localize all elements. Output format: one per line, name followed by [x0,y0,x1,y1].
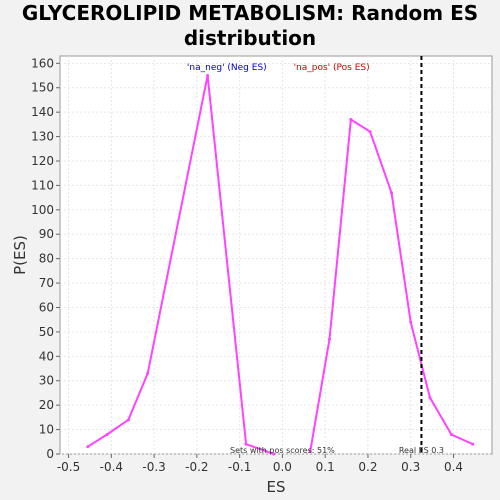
y-tick-label: 30 [39,374,54,388]
x-axis-label: ES [267,478,286,496]
y-tick-label: 40 [39,349,54,363]
series-1-point [86,445,90,449]
series-2-point [368,130,372,134]
x-tick-label: 0.4 [444,460,463,474]
y-tick-label: 140 [31,105,54,119]
chart-title: GLYCEROLIPID METABOLISM: Random ES distr… [0,1,500,51]
x-tick-label: -0.3 [142,460,165,474]
series-1-point [272,452,276,456]
legend-entry: 'na_neg' (Neg ES) [187,63,267,73]
y-axis-label: P(ES) [11,235,29,275]
y-tick-label: 80 [39,252,54,266]
y-tick-label: 150 [31,81,54,95]
series-layer [86,56,475,456]
plot-area [59,55,493,455]
series-2-point [349,117,353,121]
x-tick-label: -0.5 [57,460,80,474]
axes: 0 10 20 30 40 50 60 70 80 90 100 110 120 130 140 150 160… [31,56,463,474]
y-tick-label: 20 [39,398,54,412]
series-2-point [308,450,312,454]
series-2-point [389,191,393,195]
x-tick-label: 0.1 [316,460,335,474]
series-2-point [327,337,331,341]
legend-entry: 'na_pos' (Pos ES) [294,63,370,73]
series-1-point [206,74,210,78]
x-tick-label: -0.2 [185,460,208,474]
x-tick-label: -0.4 [100,460,123,474]
x-tick-label: 0.0 [273,460,292,474]
y-tick-label: 110 [31,178,54,192]
grid [60,56,492,455]
real-es-annotation: Real ES 0.3 [399,446,444,455]
series-1-point [244,442,248,446]
y-tick-label: 100 [31,203,54,217]
x-tick-label: -0.1 [228,460,251,474]
y-tick-label: 90 [39,227,54,241]
chart-title-line-2: distribution [183,26,317,50]
series-1-point [146,371,150,375]
y-tick-label: 10 [39,423,54,437]
series-2-point [428,396,432,400]
y-tick-label: 120 [31,154,54,168]
y-tick-label: 50 [39,325,54,339]
pos-scores-annotation: Sets with pos scores: 51% [230,446,335,455]
y-tick-label: 0 [46,447,54,461]
y-tick-label: 130 [31,130,54,144]
series-2-point [449,432,453,436]
x-tick-label: 0.3 [401,460,420,474]
y-tick-label: 60 [39,300,54,314]
series-2-point [471,442,475,446]
chart-title-line-1: GLYCEROLIPID METABOLISM: Random ES [21,1,479,25]
series-1-point [105,432,109,436]
series-2-point [409,320,413,324]
legend: 'na_neg' (Neg ES) 'na_pos' (Pos ES) [187,63,370,73]
series-1-point [126,418,130,422]
y-tick-label: 70 [39,276,54,290]
x-tick-label: 0.2 [358,460,377,474]
y-tick-label: 160 [31,56,54,70]
